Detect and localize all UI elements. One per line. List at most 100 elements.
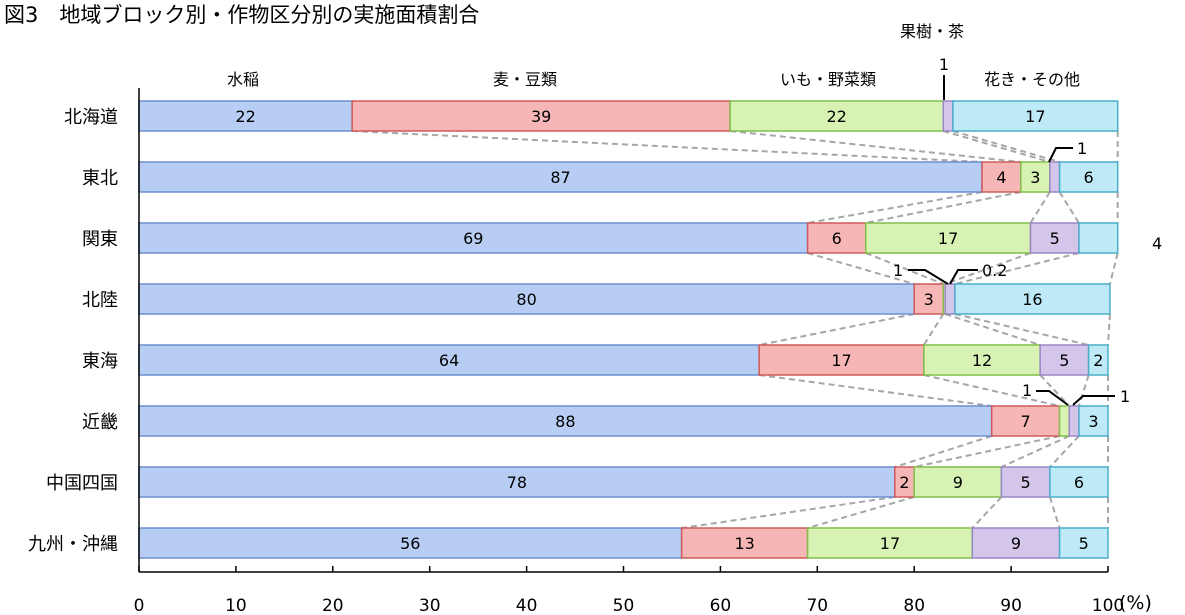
data-label: 9 — [953, 473, 963, 492]
data-label: 12 — [972, 351, 992, 370]
connector-line — [923, 374, 1060, 407]
bar-segment — [138, 527, 683, 559]
bar-segment — [913, 466, 1003, 498]
category-label: 関東 — [82, 229, 118, 250]
connector-line — [954, 313, 1089, 346]
data-label: 17 — [938, 229, 958, 248]
x-tick-label: 30 — [419, 596, 441, 615]
connector-line — [1048, 496, 1061, 529]
connector-line — [942, 130, 1051, 163]
connector-line — [944, 313, 1041, 346]
legend-label: 果樹・茶 — [900, 22, 964, 41]
connector-line — [352, 130, 983, 163]
x-tick-label: 0 — [134, 596, 145, 615]
bar-segment — [944, 283, 956, 315]
connector-line — [865, 191, 1021, 224]
connector-line — [729, 130, 1021, 163]
data-label: 7 — [1021, 412, 1031, 431]
data-label: 80 — [516, 290, 536, 309]
legend-label: 麦・豆類 — [493, 70, 557, 89]
data-label: 56 — [400, 534, 420, 553]
category-label: 北陸 — [82, 290, 118, 311]
bar-segment — [1049, 466, 1109, 498]
bar-segment — [1058, 527, 1109, 559]
callout-leader — [908, 269, 949, 285]
callout-label: 4 — [1152, 234, 1162, 253]
data-label: 64 — [439, 351, 459, 370]
bar-segment — [981, 161, 1022, 193]
bar-segment — [1000, 466, 1051, 498]
callout-label: 0.2 — [982, 261, 1007, 280]
bar-segment — [1058, 161, 1119, 193]
bar-segment — [1039, 344, 1090, 376]
category-label: 近畿 — [82, 412, 118, 433]
callout-leader — [1072, 395, 1115, 406]
data-label: 5 — [1059, 351, 1069, 370]
bar-segment — [1058, 405, 1070, 437]
callout-leader — [949, 269, 978, 285]
callout-label: 1 — [893, 261, 903, 280]
bar-segment — [351, 100, 731, 132]
data-label: 16 — [1022, 290, 1042, 309]
category-label: 中国四国 — [46, 473, 118, 494]
callout-label: 1 — [939, 55, 949, 74]
bar-segment — [942, 100, 954, 132]
connector-line — [954, 252, 1080, 285]
connector-line — [1029, 191, 1051, 224]
x-axis-unit: (%) — [1119, 592, 1152, 614]
callout-leader — [1048, 147, 1073, 163]
category-label: 九州・沖縄 — [28, 534, 118, 555]
data-label: 87 — [550, 168, 570, 187]
connector-line — [1049, 435, 1080, 468]
x-tick-label: 50 — [613, 596, 635, 615]
bar-segment — [680, 527, 809, 559]
x-tick-label: 90 — [1000, 596, 1022, 615]
x-axis: 0 10 20 30 40 50 60 70 80 90 100(%) — [134, 88, 1152, 615]
bar-segment — [729, 100, 945, 132]
data-label: 5 — [1079, 534, 1089, 553]
category-label: 東海 — [82, 351, 118, 372]
connector-line — [913, 435, 1060, 468]
bar-segment — [138, 283, 915, 315]
connector-line — [681, 496, 895, 529]
data-label: 22 — [827, 107, 847, 126]
x-tick-label: 70 — [806, 596, 828, 615]
data-label: 13 — [734, 534, 754, 553]
data-label: 78 — [507, 473, 527, 492]
x-tick-label: 40 — [516, 596, 538, 615]
legend-label: 花き・その他 — [984, 70, 1080, 89]
connector-line — [1077, 374, 1090, 407]
data-label: 3 — [924, 290, 934, 309]
connector-line — [894, 435, 993, 468]
connector-line — [1107, 313, 1111, 346]
connector-line — [1058, 191, 1080, 224]
bar-segment — [758, 344, 925, 376]
connector-lines — [352, 130, 1119, 529]
chart-title: 図3 地域ブロック別・作物区分別の実施面積割合 — [4, 3, 479, 27]
bar-segment — [138, 466, 896, 498]
bar-segment — [1049, 161, 1061, 193]
bar-segment — [1078, 222, 1119, 254]
data-label: 3 — [1030, 168, 1040, 187]
bar-segment — [954, 283, 1111, 315]
bar-segment — [1020, 161, 1051, 193]
data-label: 6 — [1084, 168, 1094, 187]
bar-segment — [1087, 344, 1109, 376]
connector-line — [1000, 435, 1070, 468]
connector-line — [807, 191, 983, 224]
bar-segment — [990, 405, 1061, 437]
bar-segment — [971, 527, 1061, 559]
data-label: 69 — [463, 229, 483, 248]
data-label: 88 — [555, 412, 575, 431]
legend-label: いも・野菜類 — [780, 70, 876, 89]
callout-label: 1 — [1022, 381, 1032, 400]
x-tick-label: 60 — [710, 596, 732, 615]
connector-line — [971, 496, 1003, 529]
callout-label: 1 — [1077, 139, 1087, 158]
bar-segment — [806, 222, 867, 254]
x-tick-label: 20 — [322, 596, 344, 615]
bar-segment — [138, 161, 983, 193]
connector-line — [807, 252, 915, 285]
connector-line — [1039, 374, 1070, 407]
